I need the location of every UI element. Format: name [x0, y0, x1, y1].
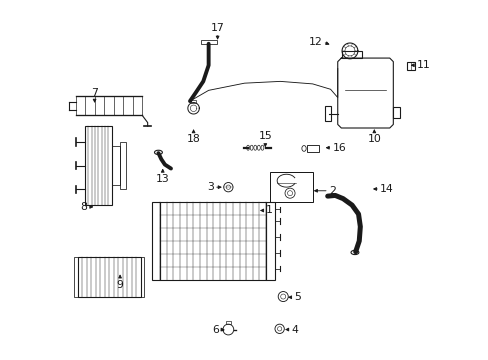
Bar — [306, 145, 319, 152]
Text: 14: 14 — [379, 184, 393, 194]
Text: 17: 17 — [210, 23, 224, 33]
Bar — [152, 202, 160, 280]
Text: 18: 18 — [186, 134, 200, 144]
Bar — [140, 257, 144, 297]
Bar — [342, 51, 361, 58]
Text: 13: 13 — [156, 174, 169, 184]
Bar — [201, 40, 216, 44]
Bar — [225, 320, 230, 324]
Text: 6: 6 — [212, 325, 219, 334]
Text: 2: 2 — [328, 186, 335, 196]
Text: 8: 8 — [81, 202, 87, 212]
Text: 7: 7 — [91, 87, 98, 98]
Text: 4: 4 — [290, 325, 297, 334]
Text: 12: 12 — [308, 37, 322, 47]
Text: 11: 11 — [416, 60, 429, 70]
Bar — [392, 107, 400, 117]
Bar — [265, 202, 274, 280]
Bar — [78, 257, 140, 297]
Bar — [74, 257, 78, 297]
Text: 16: 16 — [332, 143, 346, 153]
Bar — [160, 202, 265, 280]
Text: 15: 15 — [258, 131, 272, 141]
Text: 1: 1 — [265, 206, 272, 216]
Bar — [120, 142, 126, 189]
Text: 9: 9 — [116, 280, 123, 290]
Text: 3: 3 — [207, 182, 214, 192]
Text: 10: 10 — [366, 134, 381, 144]
Bar — [325, 107, 330, 121]
Bar — [112, 146, 120, 185]
Text: 5: 5 — [293, 292, 300, 302]
Bar — [85, 126, 112, 205]
Bar — [190, 100, 196, 103]
Bar — [270, 172, 312, 202]
Bar — [406, 62, 414, 70]
